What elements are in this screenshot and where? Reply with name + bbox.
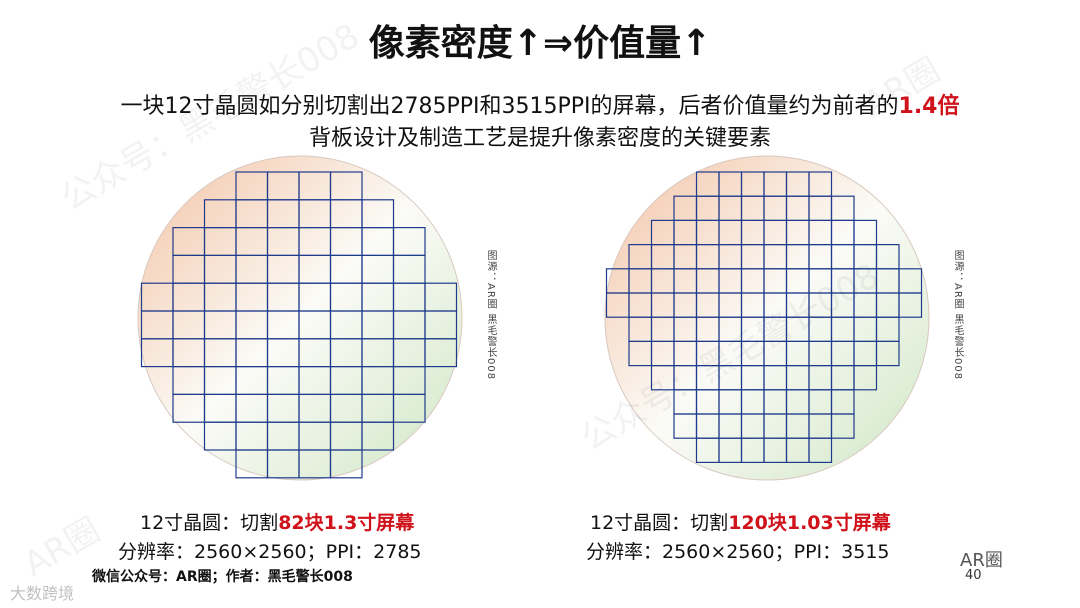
die-cell bbox=[392, 393, 426, 423]
spec: 分辨率：2560×2560；PPI：2785 bbox=[118, 541, 422, 563]
subtitle-line2: 背板设计及制造工艺是提升像素密度的关键要素 bbox=[308, 126, 771, 151]
caption-highlight: 82块1.3寸屏幕 bbox=[278, 512, 415, 534]
subtitle-line1: 一块12寸晶圆如分别切割出2785PPI和3515PPI的屏幕，后者价值量约为前… bbox=[0, 88, 1080, 120]
die-cell bbox=[830, 413, 855, 439]
wafer-left bbox=[137, 155, 463, 481]
wafer-right bbox=[604, 155, 930, 481]
caption-highlight: 120块1.03寸屏幕 bbox=[728, 512, 891, 534]
subtitle-text: 一块12寸晶圆如分别切割出2785PPI和3515PPI的屏幕，后者价值量约为前… bbox=[120, 94, 899, 119]
die-grid-left bbox=[140, 171, 458, 479]
caption-text: 12寸晶圆：切割 bbox=[590, 512, 729, 534]
caption: 12寸晶圆：切割82块1.3寸屏幕 bbox=[140, 508, 414, 535]
caption-text: 12寸晶圆：切割 bbox=[140, 512, 279, 534]
die-cell bbox=[898, 292, 923, 318]
spec: 分辨率：2560×2560；PPI：3515 bbox=[586, 541, 890, 563]
footer: 微信公众号：AR圈；作者：黑毛警长008 bbox=[92, 569, 353, 585]
die-cell bbox=[853, 365, 878, 391]
subtitle-highlight: 1.4倍 bbox=[898, 94, 960, 119]
die-grid-right bbox=[605, 171, 923, 464]
page-number: 40 bbox=[965, 568, 982, 583]
image-source: 图源：AR圈 黑毛警长008 bbox=[485, 250, 496, 381]
image-source: 图源：AR圈 黑毛警长008 bbox=[952, 250, 963, 381]
die-cell bbox=[329, 449, 363, 479]
die-cell bbox=[361, 421, 395, 451]
die-cell bbox=[808, 437, 833, 464]
caption: 12寸晶圆：切割120块1.03寸屏幕 bbox=[590, 508, 891, 535]
die-cell bbox=[875, 340, 900, 367]
title: 像素密度↑⇒价值量↑ bbox=[368, 23, 712, 64]
logo: AR圈 bbox=[960, 550, 1003, 571]
die-cell bbox=[424, 338, 458, 368]
watermark: 大数跨境 bbox=[10, 584, 75, 603]
